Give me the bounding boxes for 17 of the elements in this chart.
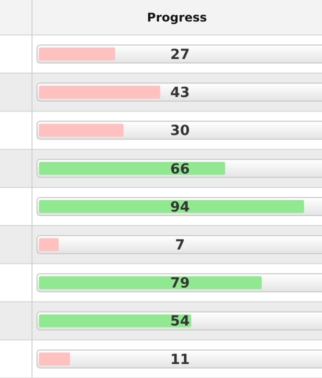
data-label: 27 <box>170 46 190 63</box>
data-label: 43 <box>170 85 190 102</box>
data-label: 54 <box>170 314 190 330</box>
bar <box>39 238 59 252</box>
bar <box>39 314 192 328</box>
data-label: 66 <box>170 161 190 178</box>
bar <box>39 124 124 137</box>
data-label: 7 <box>175 238 185 254</box>
bar <box>39 162 226 175</box>
bar <box>39 352 70 366</box>
data-label: 79 <box>170 276 190 292</box>
data-label: 11 <box>170 352 190 368</box>
bar <box>39 48 116 61</box>
data-label: 30 <box>170 123 190 140</box>
data-label: 94 <box>170 199 190 216</box>
chart-title: Progress <box>147 10 207 25</box>
bar <box>39 86 160 99</box>
